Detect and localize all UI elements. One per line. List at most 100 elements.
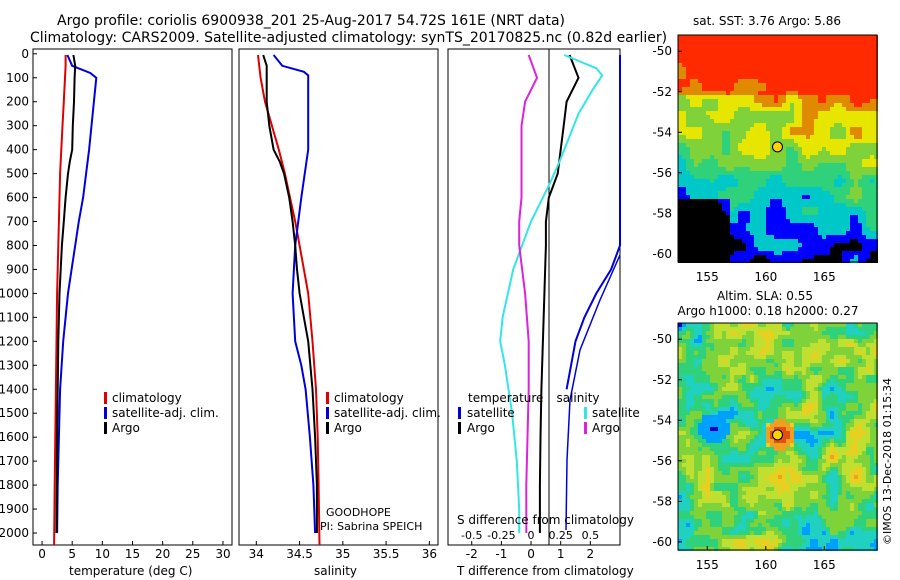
sst-cell: [742, 211, 746, 215]
sla-cell: [798, 403, 802, 407]
sla-cell: [794, 451, 798, 455]
sla-cell: [730, 407, 734, 411]
sla-cell: [722, 407, 726, 411]
sst-cell: [770, 151, 774, 155]
sst-cell: [814, 191, 818, 195]
sst-cell: [786, 215, 790, 219]
sst-cell: [754, 99, 758, 103]
sst-cell: [826, 67, 830, 71]
sst-cell: [810, 167, 814, 171]
sla-cell: [782, 447, 786, 451]
sla-cell: [734, 411, 738, 415]
sst-cell: [870, 247, 874, 251]
sst-cell: [838, 195, 842, 199]
sst-cell: [782, 143, 786, 147]
sst-cell: [826, 147, 830, 151]
sst-cell: [714, 75, 718, 79]
sst-cell: [838, 59, 842, 63]
legend-swatch-climatology: [326, 392, 329, 404]
sla-cell: [742, 411, 746, 415]
sst-cell: [806, 47, 810, 51]
sla-cell: [746, 391, 750, 395]
sst-cell: [826, 251, 830, 255]
sst-cell: [682, 203, 686, 207]
sla-cell: [858, 455, 862, 459]
sla-cell: [690, 435, 694, 439]
sla-cell: [742, 335, 746, 339]
sla-cell: [750, 359, 754, 363]
sst-cell: [838, 191, 842, 195]
sst-cell: [762, 223, 766, 227]
sla-cell: [798, 335, 802, 339]
sst-cell: [686, 219, 690, 223]
sst-cell: [694, 219, 698, 223]
sst-cell: [862, 103, 866, 107]
sst-cell: [826, 107, 830, 111]
sst-cell: [826, 179, 830, 183]
sst-cell: [826, 239, 830, 243]
sla-cell: [834, 339, 838, 343]
sst-cell: [826, 111, 830, 115]
sst-cell: [726, 235, 730, 239]
sst-cell: [758, 203, 762, 207]
sst-cell: [858, 135, 862, 139]
sst-cell: [758, 131, 762, 135]
sla-cell: [690, 347, 694, 351]
sst-cell: [774, 39, 778, 43]
legend-swatch-s-satellite: [584, 407, 587, 419]
sla-cell: [702, 355, 706, 359]
sst-cell: [830, 211, 834, 215]
sst-cell: [802, 91, 806, 95]
sst-cell: [838, 139, 842, 143]
sst-cell: [854, 239, 858, 243]
sla-cell: [834, 419, 838, 423]
sla-cell: [862, 331, 866, 335]
sst-cell: [850, 71, 854, 75]
sst-cell: [722, 159, 726, 163]
sla-cell: [726, 463, 730, 467]
sst-cell: [874, 195, 878, 199]
sst-cell: [758, 171, 762, 175]
sla-cell: [766, 475, 770, 479]
sla-cell: [802, 467, 806, 471]
sla-cell: [862, 447, 866, 451]
sla-cell: [862, 351, 866, 355]
sla-cell: [754, 455, 758, 459]
sst-cell: [846, 139, 850, 143]
sst-cell: [818, 235, 822, 239]
sst-cell: [870, 39, 874, 43]
salinity-series: [257, 54, 321, 546]
sst-cell: [778, 47, 782, 51]
sla-cell: [750, 363, 754, 367]
sla-cell: [786, 447, 790, 451]
sla-cell: [826, 399, 830, 403]
sst-cell: [734, 251, 738, 255]
sst-cell: [778, 255, 782, 259]
sst-cell: [722, 39, 726, 43]
sla-cell: [686, 395, 690, 399]
sst-cell: [794, 191, 798, 195]
depth-tick-label: 500: [6, 167, 29, 181]
sst-cell: [714, 111, 718, 115]
sst-cell: [858, 215, 862, 219]
sla-cell: [874, 347, 878, 351]
sla-cell: [802, 347, 806, 351]
sla-cell: [806, 323, 810, 327]
sst-cell: [798, 171, 802, 175]
sst-cell: [818, 147, 822, 151]
sla-cell: [686, 411, 690, 415]
sla-cell: [766, 451, 770, 455]
sst-cell: [822, 47, 826, 51]
sst-cell: [778, 103, 782, 107]
sla-cell: [786, 419, 790, 423]
sla-cell: [790, 455, 794, 459]
t-difference-xlabel: T difference from climatology: [456, 564, 634, 578]
sst-cell: [682, 51, 686, 55]
sla-cell: [690, 379, 694, 383]
sst-cell: [822, 95, 826, 99]
sla-cell: [770, 443, 774, 447]
sst-cell: [834, 63, 838, 67]
sla-cell: [762, 447, 766, 451]
sst-cell: [830, 35, 834, 39]
sla-cell: [694, 359, 698, 363]
